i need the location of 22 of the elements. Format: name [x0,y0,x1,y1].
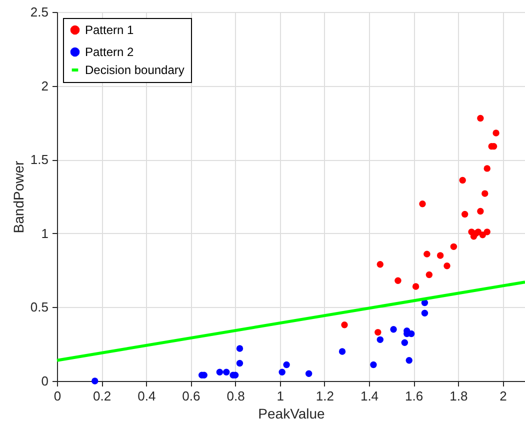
y-tick-label: 0.5 [30,300,48,315]
y-tick-label: 2.5 [30,4,48,20]
x-tick-label: 1.8 [450,388,468,404]
x-tick-label: 0 [54,388,62,404]
x-tick-label: 0.6 [182,388,200,404]
x-tick-label: 2 [500,388,507,404]
legend-label: Pattern 2 [85,45,134,59]
x-tick-label: 1.6 [405,388,424,404]
x-tick-label: 1 [276,388,284,404]
y-tick-label: 2 [41,78,48,94]
x-tick-label: 0.8 [226,388,245,404]
x-tick-label: 0.4 [138,388,156,404]
y-axis-title: BandPower [10,160,26,234]
x-tick-label: 1.2 [316,388,334,404]
legend-label: Decision boundary [85,63,184,77]
y-tick-label: 0 [41,374,48,388]
y-tick-label: 1 [41,226,48,241]
x-tick-label: 0.2 [93,388,112,404]
legend-label: Pattern 1 [85,23,134,37]
y-tick-label: 1.5 [30,152,48,168]
x-tick-label: 1.4 [360,388,379,404]
x-axis-title: PeakValue [258,406,326,422]
